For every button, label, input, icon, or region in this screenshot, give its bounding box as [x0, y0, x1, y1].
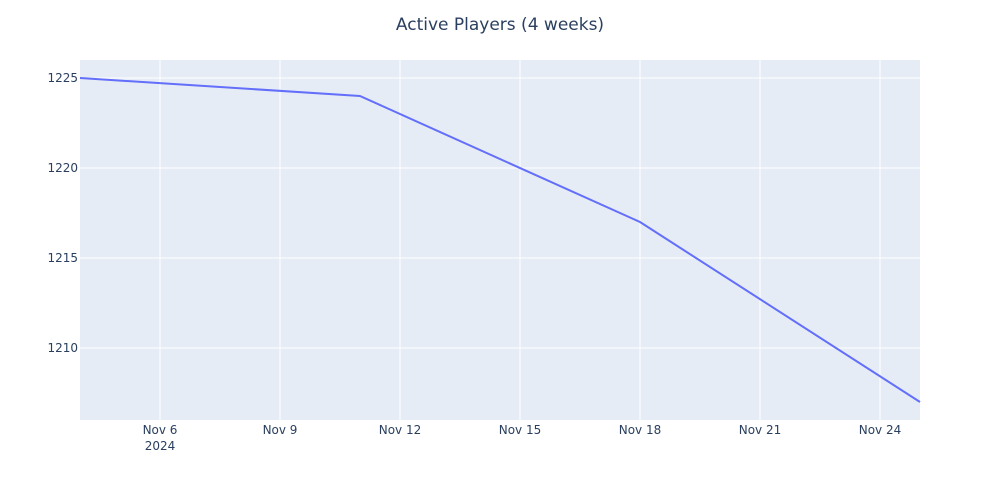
x-tick-label: Nov 24	[859, 423, 902, 437]
x-axis: Nov 6 2024 Nov 9 Nov 12 Nov 15 Nov 18 Nov 21 No…	[143, 423, 902, 453]
x-tick-label: Nov 12	[379, 423, 422, 437]
y-tick-label: 1215	[47, 251, 78, 265]
x-tick-label: Nov 15	[499, 423, 542, 437]
y-tick-label: 1220	[47, 161, 78, 175]
x-tick-sublabel: 2024	[145, 439, 176, 453]
plot-area	[80, 60, 920, 420]
x-tick-label: Nov 9	[263, 423, 298, 437]
y-axis: 1210 1215 1220 1225	[47, 71, 78, 355]
x-tick-label: Nov 21	[739, 423, 782, 437]
chart-title: Active Players (4 weeks)	[396, 15, 604, 35]
x-tick-label: Nov 18	[619, 423, 662, 437]
y-tick-label: 1210	[47, 341, 78, 355]
x-tick-label: Nov 6	[143, 423, 178, 437]
y-tick-label: 1225	[47, 71, 78, 85]
